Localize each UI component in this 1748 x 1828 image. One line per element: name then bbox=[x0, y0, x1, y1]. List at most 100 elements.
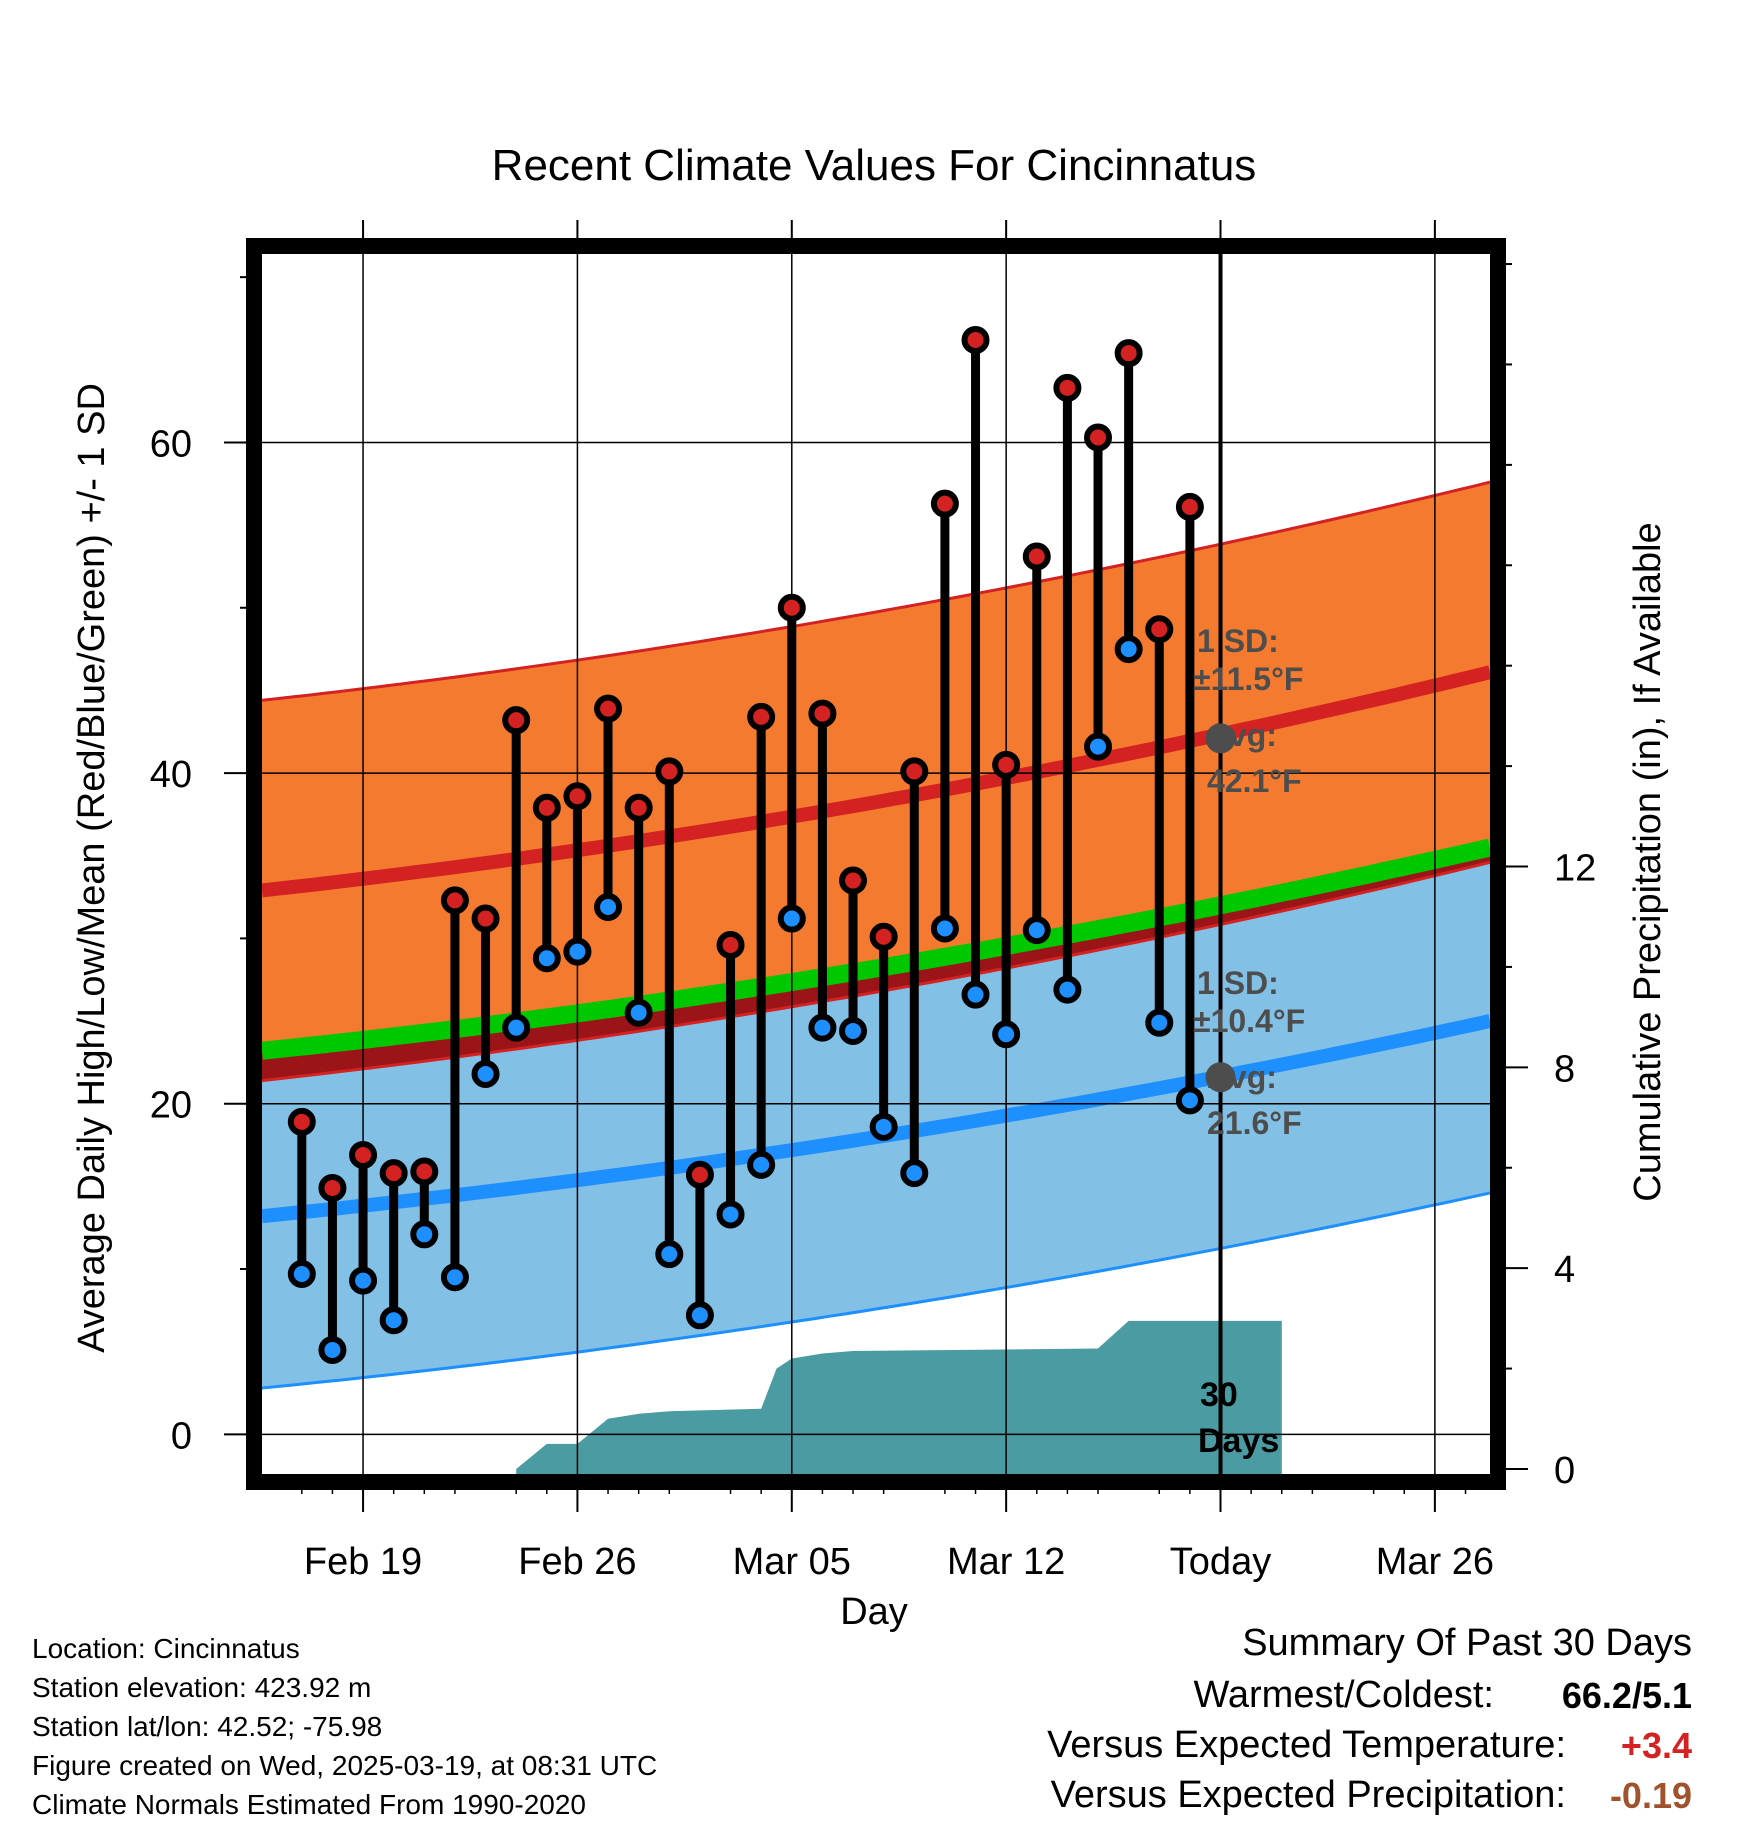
low-point bbox=[1084, 732, 1113, 761]
low-point bbox=[318, 1336, 347, 1365]
high-point bbox=[563, 782, 592, 811]
high-point bbox=[1145, 615, 1174, 644]
today-low-avg-marker bbox=[1205, 1062, 1236, 1093]
low-avg-label: Avg: bbox=[1207, 1059, 1277, 1095]
day-range bbox=[349, 1140, 378, 1295]
low-point bbox=[1145, 1008, 1174, 1037]
low-point bbox=[1114, 635, 1143, 664]
y-tick-label: 20 bbox=[150, 1085, 192, 1127]
y2-axis-label: Cumulative Precipitation (in), If Availa… bbox=[1627, 522, 1669, 1201]
day-range bbox=[655, 757, 684, 1269]
day-range bbox=[410, 1157, 439, 1249]
left-y-axis: 0 20 40 60 bbox=[150, 276, 254, 1457]
low-sd-label: 1 SD: bbox=[1197, 965, 1279, 1001]
day-range bbox=[685, 1160, 714, 1330]
summary-warm-cold-label: Warmest/Coldest: bbox=[1193, 1674, 1494, 1716]
low-point bbox=[685, 1301, 714, 1330]
day-range bbox=[1084, 423, 1113, 761]
summary-warm-cold-value: 66.2/5.1 bbox=[1561, 1675, 1692, 1716]
high-point bbox=[1175, 492, 1204, 521]
high-point bbox=[1114, 339, 1143, 368]
y2-tick-label: 4 bbox=[1554, 1249, 1575, 1291]
y-tick-label: 40 bbox=[150, 754, 192, 796]
high-point bbox=[655, 757, 684, 786]
day-range bbox=[379, 1159, 408, 1335]
low-point bbox=[1022, 916, 1051, 945]
meta-location: Location: Cincinnatus bbox=[32, 1633, 300, 1664]
day-range bbox=[777, 593, 806, 933]
day-range bbox=[563, 782, 592, 966]
meta-latlon: Station lat/lon: 42.52; -75.98 bbox=[32, 1711, 383, 1742]
day-range bbox=[287, 1107, 316, 1288]
right-y-axis: 0 4 8 12 bbox=[1498, 263, 1596, 1492]
high-point bbox=[900, 757, 929, 786]
x-tick-label: Today bbox=[1170, 1541, 1271, 1583]
low-point bbox=[379, 1306, 408, 1335]
day-range bbox=[440, 886, 469, 1292]
day-range bbox=[1053, 373, 1082, 1004]
high-point bbox=[1084, 423, 1113, 452]
day-range bbox=[930, 489, 959, 943]
high-point bbox=[287, 1107, 316, 1136]
low-point bbox=[502, 1013, 531, 1042]
low-point bbox=[869, 1112, 898, 1141]
low-point bbox=[716, 1200, 745, 1229]
y-tick-label: 0 bbox=[171, 1415, 192, 1457]
low-point bbox=[961, 980, 990, 1009]
day-range bbox=[1175, 492, 1204, 1115]
day-range bbox=[471, 904, 500, 1088]
meta-elevation: Station elevation: 423.92 m bbox=[32, 1672, 372, 1703]
high-point bbox=[502, 706, 531, 735]
day-range bbox=[594, 694, 623, 921]
low-point bbox=[777, 904, 806, 933]
low-point bbox=[992, 1020, 1021, 1049]
low-sd-value: ±10.4°F bbox=[1193, 1003, 1305, 1039]
x-axis: Feb 19 Feb 26 Mar 05 Mar 12 Today Mar 26 bbox=[301, 220, 1494, 1583]
low-point bbox=[655, 1240, 684, 1269]
summary-temp-label: Versus Expected Temperature: bbox=[1047, 1724, 1566, 1766]
meta-created: Figure created on Wed, 2025-03-19, at 08… bbox=[32, 1750, 658, 1781]
high-point bbox=[594, 694, 623, 723]
day-range bbox=[532, 793, 561, 973]
high-point bbox=[349, 1140, 378, 1169]
y2-tick-label: 8 bbox=[1554, 1048, 1575, 1090]
high-point bbox=[808, 699, 837, 728]
day-range bbox=[502, 706, 531, 1042]
today-high-avg-marker bbox=[1205, 723, 1236, 754]
day-range bbox=[1145, 615, 1174, 1037]
low-point bbox=[900, 1159, 929, 1188]
low-point bbox=[287, 1259, 316, 1288]
high-sd-upper-edge bbox=[262, 480, 1490, 702]
high-point bbox=[1022, 542, 1051, 571]
day-range bbox=[716, 931, 745, 1229]
low-point bbox=[624, 998, 653, 1027]
low-point bbox=[594, 892, 623, 921]
x-tick-label: Mar 26 bbox=[1376, 1541, 1494, 1583]
y2-tick-label: 12 bbox=[1554, 848, 1596, 890]
high-sd-value: ±11.5°F bbox=[1193, 661, 1303, 697]
summary-temp-value: +3.4 bbox=[1620, 1725, 1692, 1766]
low-point bbox=[930, 914, 959, 943]
high-point bbox=[777, 593, 806, 622]
high-point bbox=[716, 931, 745, 960]
low-point bbox=[471, 1059, 500, 1088]
low-point bbox=[349, 1266, 378, 1295]
summary-title: Summary Of Past 30 Days bbox=[1242, 1622, 1692, 1664]
plot-frame bbox=[246, 238, 1506, 1490]
high-sd-label: 1 SD: bbox=[1197, 623, 1279, 659]
y2-tick-label: 0 bbox=[1554, 1450, 1575, 1492]
day-range bbox=[624, 793, 653, 1027]
high-sd-lower-edge bbox=[262, 860, 1490, 1083]
high-point bbox=[318, 1174, 347, 1203]
low-point bbox=[839, 1016, 868, 1045]
normal-mean-line bbox=[262, 838, 1490, 1060]
x-tick-label: Feb 26 bbox=[518, 1541, 636, 1583]
high-point bbox=[747, 702, 776, 731]
low-avg-value: 21.6°F bbox=[1207, 1105, 1302, 1141]
low-point bbox=[1175, 1086, 1204, 1115]
period-number: 30 bbox=[1200, 1376, 1238, 1414]
day-range bbox=[808, 699, 837, 1042]
summary-precip-label: Versus Expected Precipitation: bbox=[1050, 1774, 1566, 1816]
daily-range-bars bbox=[287, 325, 1204, 1365]
